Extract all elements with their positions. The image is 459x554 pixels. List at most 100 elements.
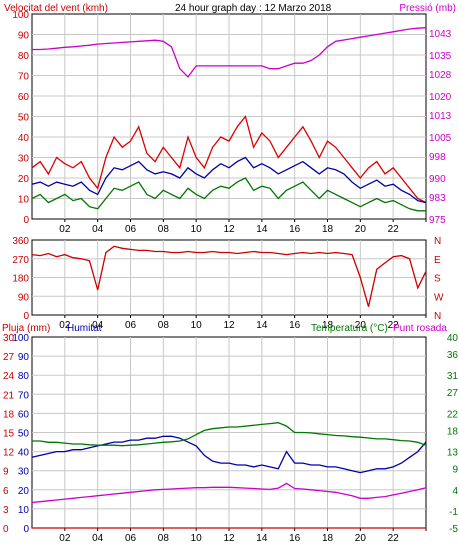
x-tick-label: 08: [158, 224, 170, 235]
rain-tick-label: 18: [3, 409, 15, 420]
x-tick-label: 20: [355, 533, 367, 544]
series-pressure: [32, 27, 427, 78]
rain-tick-label: 12: [3, 448, 15, 459]
series-lines: [31, 27, 427, 529]
compass-tick-label: W: [434, 292, 444, 303]
rain-tick-label: 9: [3, 467, 9, 478]
x-tick-label: 16: [289, 533, 301, 544]
y-tick-label: 0: [23, 215, 29, 226]
x-tick-label: 18: [322, 320, 334, 331]
x-tick-label: 12: [223, 224, 235, 235]
y-tick-label: 30: [18, 467, 30, 478]
series-dewpoint: [31, 482, 427, 504]
x-tick-label: 20: [355, 320, 367, 331]
series-low: [31, 177, 426, 212]
x-tick-label: 10: [191, 533, 203, 544]
y-tick-label: 60: [18, 92, 30, 103]
x-tick-label: 16: [289, 224, 301, 235]
y-tick-label: 50: [18, 113, 30, 124]
y2-tick-label: 983: [429, 193, 446, 204]
x-tick-label: 02: [59, 320, 71, 331]
rain-tick-label: 15: [3, 429, 15, 440]
x-tick-label: 22: [388, 320, 400, 331]
y2-tick-label: 4: [452, 486, 458, 497]
y2-tick-label: 1035: [429, 51, 452, 62]
x-tick-label: 22: [388, 533, 400, 544]
wind-title: Velocitat del vent (kmh): [4, 3, 108, 14]
y-tick-label: 40: [18, 448, 30, 459]
y2-tick-label: 18: [447, 426, 459, 437]
x-tick-label: 16: [289, 320, 301, 331]
y-tick-label: 70: [18, 390, 30, 401]
y2-tick-label: 1028: [429, 70, 452, 81]
x-tick-label: 04: [92, 224, 104, 235]
x-tick-label: 18: [322, 224, 334, 235]
y2-tick-label: 27: [447, 388, 459, 399]
y-tick-label: 30: [18, 154, 30, 165]
y-tick-label: 90: [18, 352, 30, 363]
y-tick-label: 270: [12, 255, 29, 266]
x-tick-label: 02: [59, 533, 71, 544]
y-tick-label: 90: [18, 31, 30, 42]
y2-tick-label: 1013: [429, 111, 452, 122]
y2-tick-label: 9: [452, 465, 458, 476]
series-temperature: [32, 422, 427, 447]
x-tick-label: 22: [388, 224, 400, 235]
compass-tick-label: E: [434, 255, 441, 266]
y-tick-label: 20: [18, 174, 30, 185]
x-tick-label: 08: [158, 533, 170, 544]
y2-tick-label: 31: [447, 371, 459, 382]
rain-tick-label: 6: [3, 486, 9, 497]
temperature-label: Temperatura (°C): [311, 323, 388, 334]
y-tick-label: 100: [12, 333, 29, 344]
series-avg: [31, 156, 427, 204]
y-tick-label: 70: [18, 72, 30, 83]
y-tick-label: 100: [12, 10, 29, 21]
y2-tick-label: 36: [447, 350, 459, 361]
y-tick-label: 0: [23, 311, 29, 322]
y-tick-label: 40: [18, 133, 30, 144]
graph-title: 24 hour graph day : 12 Marzo 2018: [175, 3, 332, 14]
rain-tick-label: 27: [3, 352, 15, 363]
y2-tick-label: 40: [447, 333, 459, 344]
x-tick-label: 10: [191, 320, 203, 331]
rain-label: Pluja (mm): [2, 323, 50, 334]
x-tick-label: 20: [355, 224, 367, 235]
y-tick-label: 0: [23, 524, 29, 535]
x-tick-label: 12: [223, 320, 235, 331]
x-tick-label: 06: [125, 320, 137, 331]
y2-tick-label: -1: [449, 507, 458, 518]
y-tick-label: 50: [18, 429, 30, 440]
y2-tick-label: 1020: [429, 92, 452, 103]
y-tick-label: 90: [18, 292, 30, 303]
y2-tick-label: 1005: [429, 133, 452, 144]
x-tick-label: 14: [256, 320, 268, 331]
y2-tick-label: 998: [429, 152, 446, 163]
compass-tick-label: S: [434, 274, 441, 285]
compass-tick-label: N: [434, 311, 441, 322]
x-tick-label: 04: [92, 533, 104, 544]
rain-tick-label: 21: [3, 390, 15, 401]
dewpoint-label: Punt rosada: [393, 323, 447, 334]
y2-tick-label: 22: [447, 409, 459, 420]
y2-tick-label: 990: [429, 174, 446, 185]
x-tick-label: 12: [223, 533, 235, 544]
y-tick-label: 10: [18, 505, 30, 516]
compass-tick-label: N: [434, 236, 441, 247]
x-tick-label: 02: [59, 224, 71, 235]
series-humidity: [31, 435, 427, 474]
y2-tick-label: -5: [449, 524, 458, 535]
pressure-title: Pressió (mb): [399, 3, 456, 14]
rain-tick-label: 30: [3, 333, 15, 344]
rain-tick-label: 0: [3, 524, 9, 535]
x-tick-label: 14: [256, 533, 268, 544]
x-tick-label: 18: [322, 533, 334, 544]
y-tick-label: 180: [12, 274, 29, 285]
x-tick-label: 04: [92, 320, 104, 331]
y-tick-label: 60: [18, 409, 30, 420]
humidity-label: Humitat: [67, 323, 102, 334]
series-gust: [31, 115, 427, 204]
series-direction: [31, 245, 427, 307]
